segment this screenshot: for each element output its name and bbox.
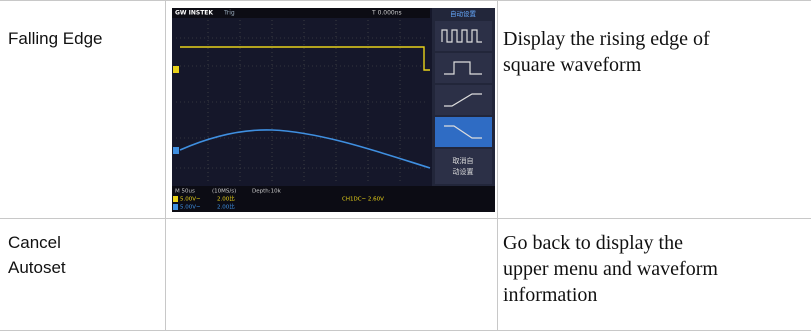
ch2-waveform <box>179 129 431 169</box>
top-bar <box>172 8 430 18</box>
menu-cancel: 取消自 <box>453 156 474 165</box>
time-offset: T 0.000ns <box>371 10 402 17</box>
rule <box>0 0 811 1</box>
row-description: Display the rising edge of square wavefo… <box>503 28 710 76</box>
ch1-waveform <box>180 46 430 71</box>
trigger-state: Trig <box>223 10 235 17</box>
rule <box>165 0 166 331</box>
ch2-badge <box>173 204 178 210</box>
row-description: Go back to display the upper menu and wa… <box>503 232 718 306</box>
sample-rate: (10MS/s) <box>212 189 236 195</box>
menu-icons <box>435 21 492 184</box>
brand: GW INSTEK <box>175 10 213 17</box>
ch2-marker <box>173 147 179 154</box>
status-bar <box>172 186 495 212</box>
timebase: M 50us <box>175 189 195 195</box>
ch1-volts: 5.00V~ <box>180 197 201 203</box>
ch1-marker <box>173 66 179 73</box>
scope-screenshot: GW INSTEK Trig T 0.000ns 自动设置 取消自 动设置 M … <box>172 8 495 212</box>
trigger-info: CH1DC~ 2.60V <box>342 197 384 203</box>
menu-title: 自动设置 <box>450 9 477 18</box>
ch2-volts: 5.00V~ <box>180 205 201 211</box>
row-label: Cancel Autoset <box>8 233 66 277</box>
menu-cancel: 动设置 <box>453 167 474 176</box>
ch1-scale: 2.00比 <box>217 195 235 203</box>
grid <box>176 20 428 184</box>
rule <box>0 218 811 219</box>
depth: Depth:10k <box>252 189 282 195</box>
row-label: Falling Edge <box>8 29 103 48</box>
ch1-badge <box>173 196 178 202</box>
rule <box>497 0 498 331</box>
ch2-scale: 2.00比 <box>217 203 235 211</box>
